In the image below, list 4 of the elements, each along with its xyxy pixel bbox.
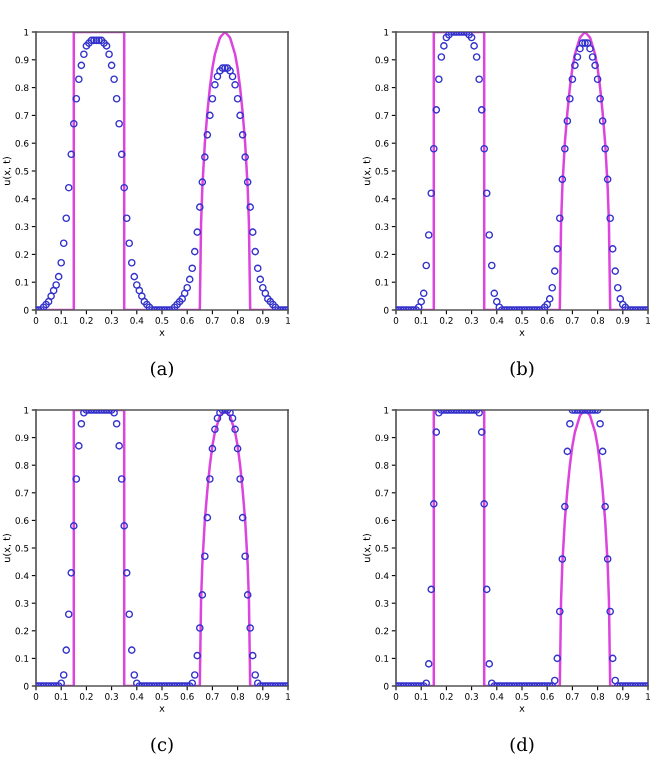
- text: (b): [510, 361, 534, 378]
- text: (a): [151, 361, 173, 378]
- text: (c): [151, 737, 173, 754]
- text: (d): [510, 737, 534, 754]
